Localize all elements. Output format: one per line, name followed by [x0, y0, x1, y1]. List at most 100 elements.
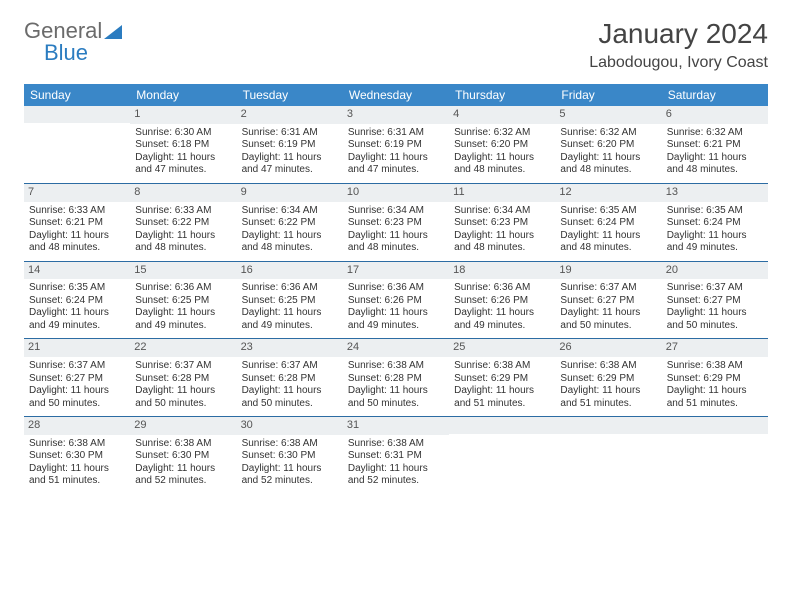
- sunset-line: Sunset: 6:29 PM: [560, 373, 656, 386]
- day-cell: 26Sunrise: 6:38 AMSunset: 6:29 PMDayligh…: [555, 339, 661, 416]
- daylight-line: Daylight: 11 hours and 49 minutes.: [348, 307, 444, 332]
- day-number: 26: [555, 339, 661, 357]
- weekday-header: Sunday: [24, 84, 130, 106]
- day-number: 7: [24, 184, 130, 202]
- calendar: SundayMondayTuesdayWednesdayThursdayFrid…: [24, 84, 768, 494]
- sunrise-line: Sunrise: 6:35 AM: [667, 205, 763, 218]
- day-cell: [449, 417, 555, 494]
- daylight-line: Daylight: 11 hours and 50 minutes.: [667, 307, 763, 332]
- sunset-line: Sunset: 6:31 PM: [348, 450, 444, 463]
- sunset-line: Sunset: 6:30 PM: [29, 450, 125, 463]
- daylight-line: Daylight: 11 hours and 50 minutes.: [348, 385, 444, 410]
- day-cell: 3Sunrise: 6:31 AMSunset: 6:19 PMDaylight…: [343, 106, 449, 183]
- day-number: 3: [343, 106, 449, 124]
- daylight-line: Daylight: 11 hours and 49 minutes.: [135, 307, 231, 332]
- sunrise-line: Sunrise: 6:37 AM: [242, 360, 338, 373]
- sunset-line: Sunset: 6:25 PM: [242, 295, 338, 308]
- sunset-line: Sunset: 6:30 PM: [242, 450, 338, 463]
- sunset-line: Sunset: 6:20 PM: [454, 139, 550, 152]
- sunset-line: Sunset: 6:28 PM: [135, 373, 231, 386]
- day-cell: 20Sunrise: 6:37 AMSunset: 6:27 PMDayligh…: [662, 262, 768, 339]
- daylight-line: Daylight: 11 hours and 52 minutes.: [242, 463, 338, 488]
- day-cell: 23Sunrise: 6:37 AMSunset: 6:28 PMDayligh…: [237, 339, 343, 416]
- day-number: 22: [130, 339, 236, 357]
- day-number: 28: [24, 417, 130, 435]
- sunrise-line: Sunrise: 6:36 AM: [348, 282, 444, 295]
- day-number: 25: [449, 339, 555, 357]
- daylight-line: Daylight: 11 hours and 48 minutes.: [560, 230, 656, 255]
- daylight-line: Daylight: 11 hours and 49 minutes.: [667, 230, 763, 255]
- day-cell: 8Sunrise: 6:33 AMSunset: 6:22 PMDaylight…: [130, 184, 236, 261]
- sunset-line: Sunset: 6:23 PM: [348, 217, 444, 230]
- sunset-line: Sunset: 6:26 PM: [348, 295, 444, 308]
- sunset-line: Sunset: 6:22 PM: [242, 217, 338, 230]
- sunrise-line: Sunrise: 6:35 AM: [29, 282, 125, 295]
- sunrise-line: Sunrise: 6:36 AM: [135, 282, 231, 295]
- daylight-line: Daylight: 11 hours and 49 minutes.: [454, 307, 550, 332]
- sunrise-line: Sunrise: 6:31 AM: [348, 127, 444, 140]
- sunrise-line: Sunrise: 6:32 AM: [560, 127, 656, 140]
- day-number: 4: [449, 106, 555, 124]
- day-number: 30: [237, 417, 343, 435]
- day-cell: 28Sunrise: 6:38 AMSunset: 6:30 PMDayligh…: [24, 417, 130, 494]
- weekday-header: Monday: [130, 84, 236, 106]
- sunset-line: Sunset: 6:24 PM: [667, 217, 763, 230]
- sunrise-line: Sunrise: 6:38 AM: [135, 438, 231, 451]
- day-number: 8: [130, 184, 236, 202]
- week-row: 21 Sunrise: 6:37 AM Sunset: 6:27 PM Dayligh…: [24, 339, 768, 417]
- day-cell: [555, 417, 661, 494]
- sunrise-line: Sunrise: 6:37 AM: [135, 360, 231, 373]
- day-cell: 2Sunrise: 6:31 AMSunset: 6:19 PMDaylight…: [237, 106, 343, 183]
- day-cell: 16Sunrise: 6:36 AMSunset: 6:25 PMDayligh…: [237, 262, 343, 339]
- day-number: 29: [130, 417, 236, 435]
- day-number: 17: [343, 262, 449, 280]
- sunrise-line: Sunrise: 6:31 AM: [242, 127, 338, 140]
- daylight-line: Daylight: 11 hours and 51 minutes.: [667, 385, 763, 410]
- sunset-line: Sunset: 6:24 PM: [560, 217, 656, 230]
- daylight-line: Daylight: 11 hours and 51 minutes.: [454, 385, 550, 410]
- sunset-line: Sunset: 6:19 PM: [242, 139, 338, 152]
- sunrise-line: Sunrise: 6:30 AM: [135, 127, 231, 140]
- location: Labodougou, Ivory Coast: [589, 54, 768, 72]
- daylight-line: Daylight: 11 hours and 48 minutes.: [454, 152, 550, 177]
- week-row: 28Sunrise: 6:38 AMSunset: 6:30 PMDayligh…: [24, 417, 768, 494]
- day-number: [662, 417, 768, 434]
- sunrise-line: Sunrise: 6:38 AM: [667, 360, 763, 373]
- day-number: 21: [24, 339, 130, 357]
- day-cell: 14Sunrise: 6:35 AMSunset: 6:24 PMDayligh…: [24, 262, 130, 339]
- day-number: 14: [24, 262, 130, 280]
- sunset-line: Sunset: 6:29 PM: [667, 373, 763, 386]
- sunset-line: Sunset: 6:22 PM: [135, 217, 231, 230]
- sunset-line: Sunset: 6:26 PM: [454, 295, 550, 308]
- day-number: 31: [343, 417, 449, 435]
- daylight-line: Daylight: 11 hours and 48 minutes.: [348, 230, 444, 255]
- day-cell: 10Sunrise: 6:34 AMSunset: 6:23 PMDayligh…: [343, 184, 449, 261]
- day-cell: 17 Sunrise: 6:36 AMSunset: 6:26 PMDayligh…: [343, 262, 449, 339]
- day-cell: 29Sunrise: 6:38 AMSunset: 6:30 PMDayligh…: [130, 417, 236, 494]
- weekday-header-row: SundayMondayTuesdayWednesdayThursdayFrid…: [24, 84, 768, 106]
- day-cell: 7Sunrise: 6:33 AMSunset: 6:21 PMDaylight…: [24, 184, 130, 261]
- weekday-header: Friday: [555, 84, 661, 106]
- sunrise-line: Sunrise: 6:38 AM: [454, 360, 550, 373]
- sunrise-line: Sunrise: 6:37 AM: [667, 282, 763, 295]
- day-cell: [662, 417, 768, 494]
- day-cell: 22Sunrise: 6:37 AMSunset: 6:28 PMDayligh…: [130, 339, 236, 416]
- week-row: 14 Sunrise: 6:35 AMSunset: 6:24 PM Dayligh…: [24, 262, 768, 340]
- day-number: 12: [555, 184, 661, 202]
- sunset-line: Sunset: 6:24 PM: [29, 295, 125, 308]
- daylight-line: Daylight: 11 hours and 49 minutes.: [242, 307, 338, 332]
- day-cell: 6Sunrise: 6:32 AMSunset: 6:21 PMDaylight…: [662, 106, 768, 183]
- day-number: [555, 417, 661, 434]
- sunset-line: Sunset: 6:27 PM: [29, 373, 125, 386]
- calendar-body: 1Sunrise: 6:30 AMSunset: 6:18 PMDaylight…: [24, 106, 768, 494]
- logo-text-2: Blue: [44, 40, 88, 66]
- daylight-line: Daylight: 11 hours and 51 minutes.: [560, 385, 656, 410]
- sunset-line: Sunset: 6:20 PM: [560, 139, 656, 152]
- sunrise-line: Sunrise: 6:34 AM: [348, 205, 444, 218]
- day-cell: 19Sunrise: 6:37 AMSunset: 6:27 PMDayligh…: [555, 262, 661, 339]
- sunrise-line: Sunrise: 6:33 AM: [29, 205, 125, 218]
- day-number: 18: [449, 262, 555, 280]
- daylight-line: Daylight: 11 hours and 50 minutes.: [560, 307, 656, 332]
- day-number: 5: [555, 106, 661, 124]
- day-cell: 15Sunrise: 6:36 AMSunset: 6:25 PMDayligh…: [130, 262, 236, 339]
